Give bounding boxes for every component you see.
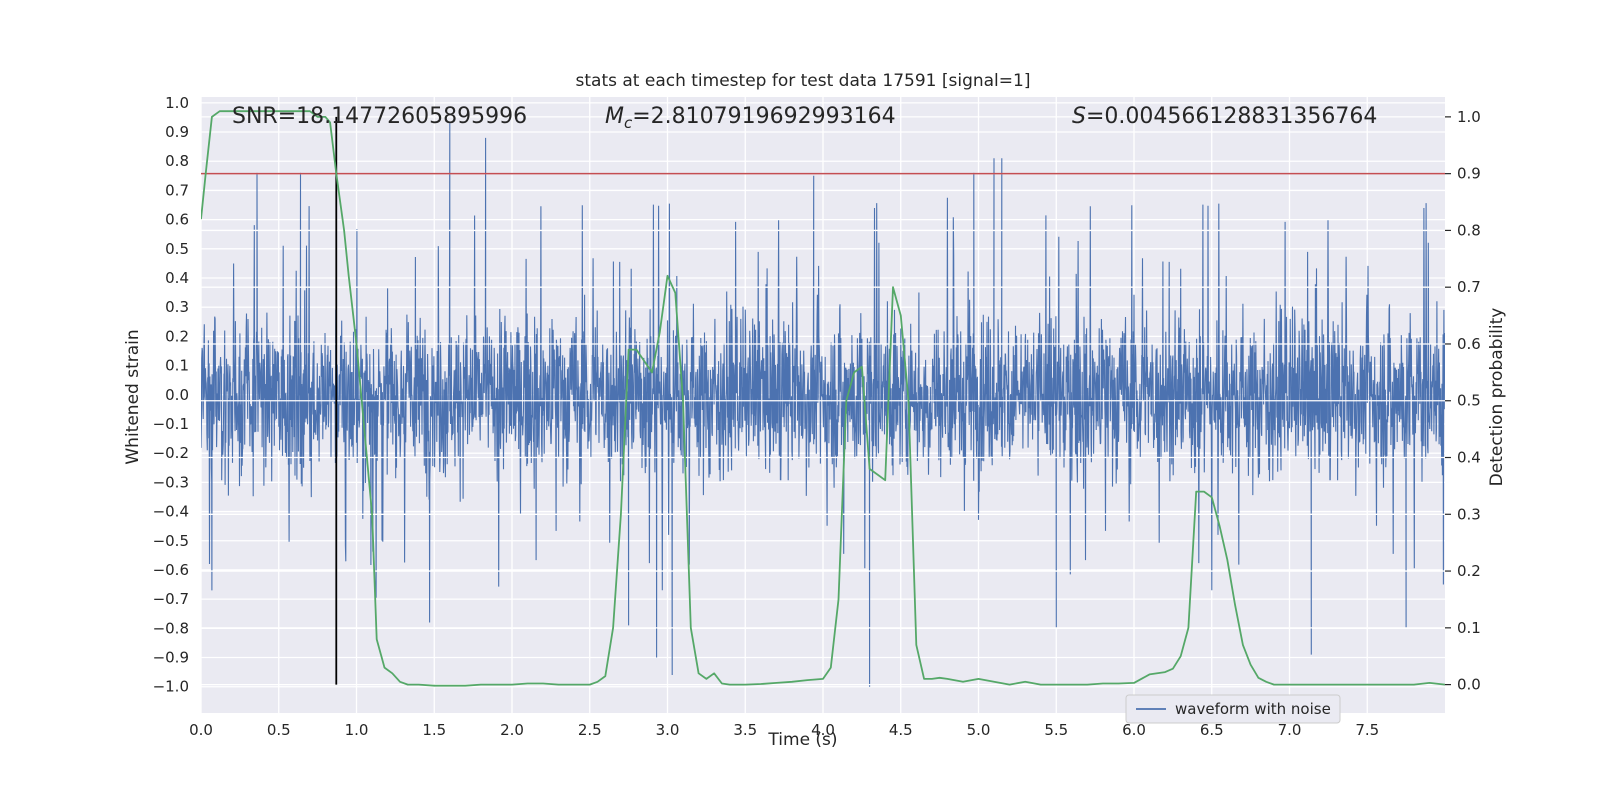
x-tick-label: 6.5 (1200, 721, 1224, 739)
x-tick-label: 7.0 (1278, 721, 1302, 739)
y-left-tick-label: 0.4 (165, 269, 189, 287)
y-right-tick-label: 0.6 (1457, 335, 1481, 353)
y-right-tick-label: 0.9 (1457, 165, 1481, 183)
waveform-series-line (201, 123, 1445, 687)
chirp-mass-annotation: Mc=2.8107919692993164 (605, 104, 896, 132)
y-right-tick-label: 0.4 (1457, 449, 1481, 467)
y-left-tick-label: 1.0 (165, 94, 189, 112)
y-left-tick-label: −0.2 (153, 444, 189, 462)
y-left-tick-label: 0.9 (165, 123, 189, 141)
legend-box (1125, 694, 1341, 724)
x-tick-label: 1.0 (345, 721, 369, 739)
y-right-tick-label: 0.5 (1457, 392, 1481, 410)
x-tick-label: 1.5 (422, 721, 446, 739)
snr-annotation: SNR=18.14772605895996 (232, 104, 527, 129)
y-right-tick-label: 0.8 (1457, 221, 1481, 239)
y-left-axis-label: Whitened strain (123, 329, 143, 464)
x-axis-label: Time (s) (767, 730, 837, 750)
x-tick-label: 5.5 (1044, 721, 1068, 739)
x-tick-label: 0.0 (189, 721, 213, 739)
y-left-tick-label: −0.6 (153, 561, 189, 579)
y-left-axis-ticks: 1.0 0.9 0.8 0.7 0.6 0.5 0.4 0.3 0.2 0.1 0.0 −0.1 −0.… (153, 94, 189, 696)
x-tick-label: 4.5 (889, 721, 913, 739)
x-axis-ticks: 0.0 0.5 1.0 1.5 2.0 2.5 3.0 3.5 4.0 4.5 5.0 5.5 6.0 6… (189, 721, 1379, 739)
y-right-tick-label: 0.7 (1457, 278, 1481, 296)
y-right-axis-label: Detection probability (1487, 308, 1507, 487)
y-left-tick-label: 0.7 (165, 181, 189, 199)
x-tick-label: 4.0 (811, 721, 835, 739)
x-tick-label: 2.0 (500, 721, 524, 739)
legend-label-waveform: waveform with noise (1175, 700, 1331, 718)
y-right-axis-ticks: 1.0 0.9 0.8 0.7 0.6 0.5 0.4 0.3 0.2 0.1 0.0 (1445, 108, 1481, 694)
y-right-tick-label: 0.1 (1457, 619, 1481, 637)
y-right-tick-label: 0.2 (1457, 562, 1481, 580)
s-annotation: S=0.004566128831356764 (1072, 104, 1377, 129)
legend: waveform with noise (1125, 694, 1341, 724)
y-left-tick-label: 0.0 (165, 386, 189, 404)
y-left-tick-label: −0.4 (153, 503, 189, 521)
x-tick-label: 3.5 (733, 721, 757, 739)
y-left-tick-label: −1.0 (153, 678, 189, 696)
y-left-tick-label: −0.5 (153, 532, 189, 550)
y-left-tick-label: −0.8 (153, 619, 189, 637)
y-right-tick-label: 0.0 (1457, 676, 1481, 694)
y-left-tick-label: 0.6 (165, 211, 189, 229)
y-right-tick-label: 1.0 (1457, 108, 1481, 126)
probability-series-line (201, 110, 1445, 687)
y-left-tick-label: −0.3 (153, 473, 189, 491)
y-left-tick-label: 0.2 (165, 327, 189, 345)
y-left-tick-label: −0.1 (153, 415, 189, 433)
y-right-tick-label: 0.3 (1457, 505, 1481, 523)
y-left-tick-label: 0.5 (165, 240, 189, 258)
x-tick-label: 0.5 (267, 721, 291, 739)
x-tick-label: 2.5 (578, 721, 602, 739)
y-left-tick-label: 0.3 (165, 298, 189, 316)
chart-title: stats at each timestep for test data 175… (576, 71, 1031, 91)
x-tick-label: 6.0 (1122, 721, 1146, 739)
y-left-tick-label: −0.7 (153, 590, 189, 608)
x-tick-label: 5.0 (967, 721, 991, 739)
y-left-tick-label: −0.9 (153, 649, 189, 667)
y-left-tick-label: 0.1 (165, 357, 189, 375)
x-tick-label: 3.0 (656, 721, 680, 739)
y-left-tick-label: 0.8 (165, 152, 189, 170)
x-tick-label: 7.5 (1355, 721, 1379, 739)
